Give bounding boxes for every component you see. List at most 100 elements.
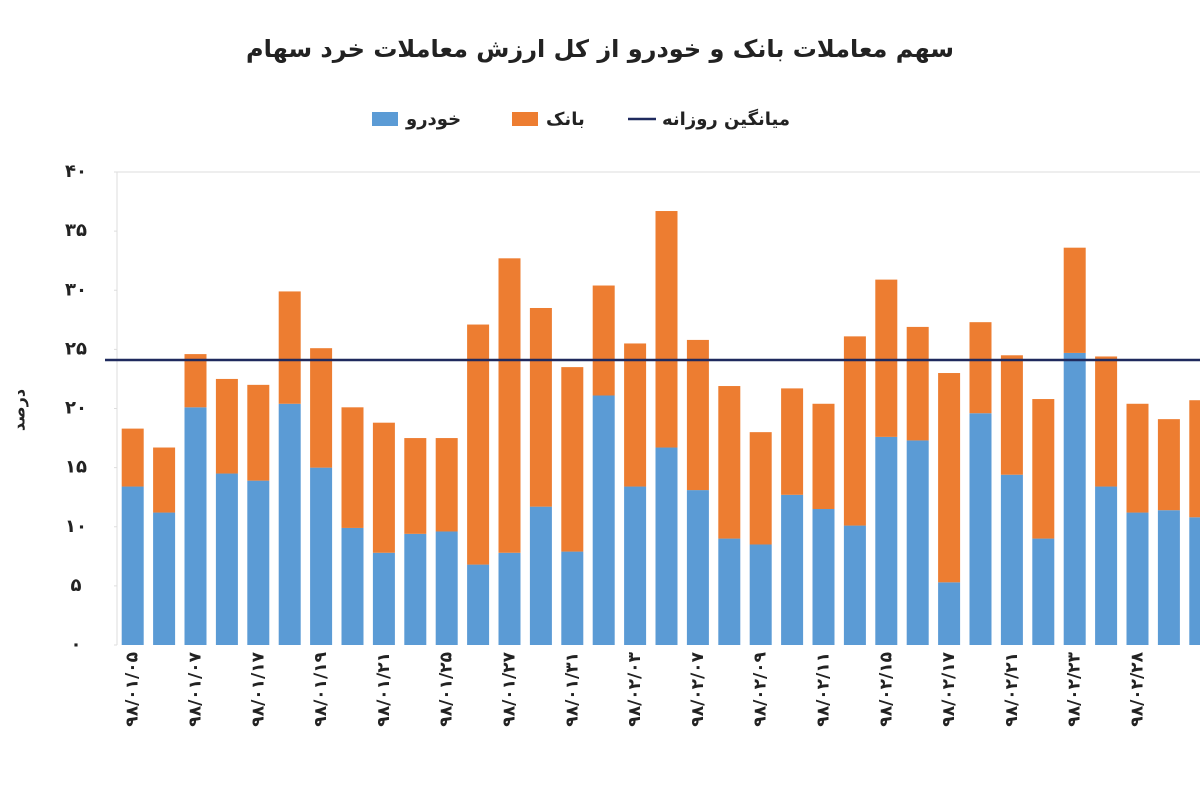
bar-segment [843, 336, 866, 526]
legend-swatch [372, 112, 398, 126]
bar-segment [467, 324, 490, 565]
bar-segment [969, 322, 992, 414]
bar-segment [435, 438, 458, 532]
bar-segment [1063, 352, 1086, 645]
x-tick-label: ۹۸/۰۲/۱۱ [814, 652, 834, 727]
x-tick-label: ۹۸/۰۲/۰۷ [688, 651, 708, 726]
x-tick-label: ۹۸/۰۱/۱۹ [311, 651, 331, 726]
y-tick-label: ۰ [71, 634, 82, 655]
bar-segment [781, 388, 804, 495]
bar-segment [561, 551, 584, 645]
bar-segment [278, 291, 301, 404]
bar-segment [215, 473, 238, 645]
bar-segment [781, 494, 804, 645]
x-tick-label: ۹۸/۰۱/۱۷ [248, 651, 268, 726]
bar-segment [718, 386, 741, 539]
bar-segment [686, 490, 709, 645]
bar-segment [561, 367, 584, 552]
x-tick-label: ۹۸/۰۱/۳۱ [562, 652, 582, 727]
bar-segment [1032, 399, 1055, 539]
legend-label: خودرو [405, 109, 461, 130]
x-tick-label: ۹۸/۰۲/۱۵ [876, 652, 896, 727]
bar-segment [310, 467, 333, 645]
bar-segment [215, 378, 238, 474]
x-tick-label: ۹۸/۰۱/۰۵ [123, 652, 143, 727]
bar-segment [341, 407, 364, 528]
bar-segment [938, 373, 961, 583]
y-tick-label: ۳۰ [65, 279, 87, 300]
bar-segment [624, 343, 647, 487]
bar-segment [153, 447, 176, 513]
bar-segment [372, 552, 395, 645]
bar-segment [498, 258, 521, 553]
bar-segment [121, 428, 144, 487]
bar-segment [812, 403, 835, 510]
x-tick-label: ۹۸/۰۱/۰۷ [186, 651, 206, 726]
bar-segment [1063, 247, 1086, 353]
legend-label: بانک [546, 109, 585, 130]
bar-segment [247, 384, 270, 481]
bar-segment [749, 544, 772, 645]
bar-segment [1126, 512, 1149, 645]
bar-segment [875, 279, 898, 437]
bar-segment [310, 348, 333, 468]
bar-segment [184, 407, 207, 645]
y-tick-label: ۵ [71, 575, 82, 596]
y-tick-label: ۲۰ [65, 398, 87, 419]
bar-segment [1157, 510, 1180, 645]
bar-segment [404, 533, 427, 645]
bar-segment [906, 440, 929, 645]
x-tick-label: ۹۸/۰۲/۰۹ [751, 651, 771, 726]
bar-segment [1126, 403, 1149, 513]
bar-segment [467, 564, 490, 645]
legend-label: میانگین روزانه [662, 108, 790, 130]
bar-segment [592, 285, 615, 396]
bar-segment [341, 527, 364, 645]
y-axis-label: درصد [10, 389, 29, 431]
bar-segment [875, 436, 898, 645]
bar-segment [843, 525, 866, 645]
bar-segment [686, 339, 709, 491]
bar-segment [1032, 538, 1055, 645]
bar-segment [1189, 517, 1200, 645]
bar-segment [718, 538, 741, 645]
x-tick-label: ۹۸/۰۱/۲۷ [500, 651, 520, 726]
bar-segment [247, 480, 270, 645]
bar-segment [1157, 419, 1180, 511]
bar-segment [529, 506, 552, 645]
x-tick-label: ۹۸/۰۱/۲۱ [374, 652, 394, 727]
bar-segment [529, 307, 552, 507]
bar-segment [1095, 356, 1118, 487]
x-tick-label: ۹۸/۰۲/۰۳ [625, 651, 645, 726]
bar-segment [435, 531, 458, 645]
bar-segment [655, 447, 678, 645]
bar-segment [1095, 486, 1118, 645]
bar-segment [121, 486, 144, 645]
bar-segment [153, 512, 176, 645]
bar-segment [592, 395, 615, 645]
x-tick-label: ۹۸/۰۲/۲۱ [1002, 652, 1022, 727]
x-tick-label: ۹۸/۰۲/۱۷ [939, 651, 959, 726]
x-tick-label: ۹۸/۰۲/۲۸ [1128, 651, 1148, 726]
bar-segment [498, 552, 521, 645]
bar-segment [1000, 355, 1023, 475]
bar-segment [906, 326, 929, 441]
bar-segment [184, 354, 207, 408]
bar-segment [1000, 474, 1023, 645]
bar-segment [938, 582, 961, 645]
bar-segment [969, 413, 992, 645]
y-tick-label: ۲۵ [65, 338, 87, 359]
bar-segment [624, 486, 647, 645]
y-tick-label: ۱۰ [65, 516, 87, 537]
y-tick-label: ۱۵ [65, 457, 87, 478]
bar-segment [655, 211, 678, 448]
bar-segment [1189, 400, 1200, 518]
bar-segment [749, 432, 772, 545]
y-tick-label: ۴۰ [65, 161, 87, 182]
x-tick-label: ۹۸/۰۲/۲۳ [1065, 651, 1085, 726]
bar-segment [812, 509, 835, 645]
bar-segment [404, 438, 427, 534]
bar-segment [278, 403, 301, 645]
y-tick-label: ۳۵ [65, 220, 87, 241]
